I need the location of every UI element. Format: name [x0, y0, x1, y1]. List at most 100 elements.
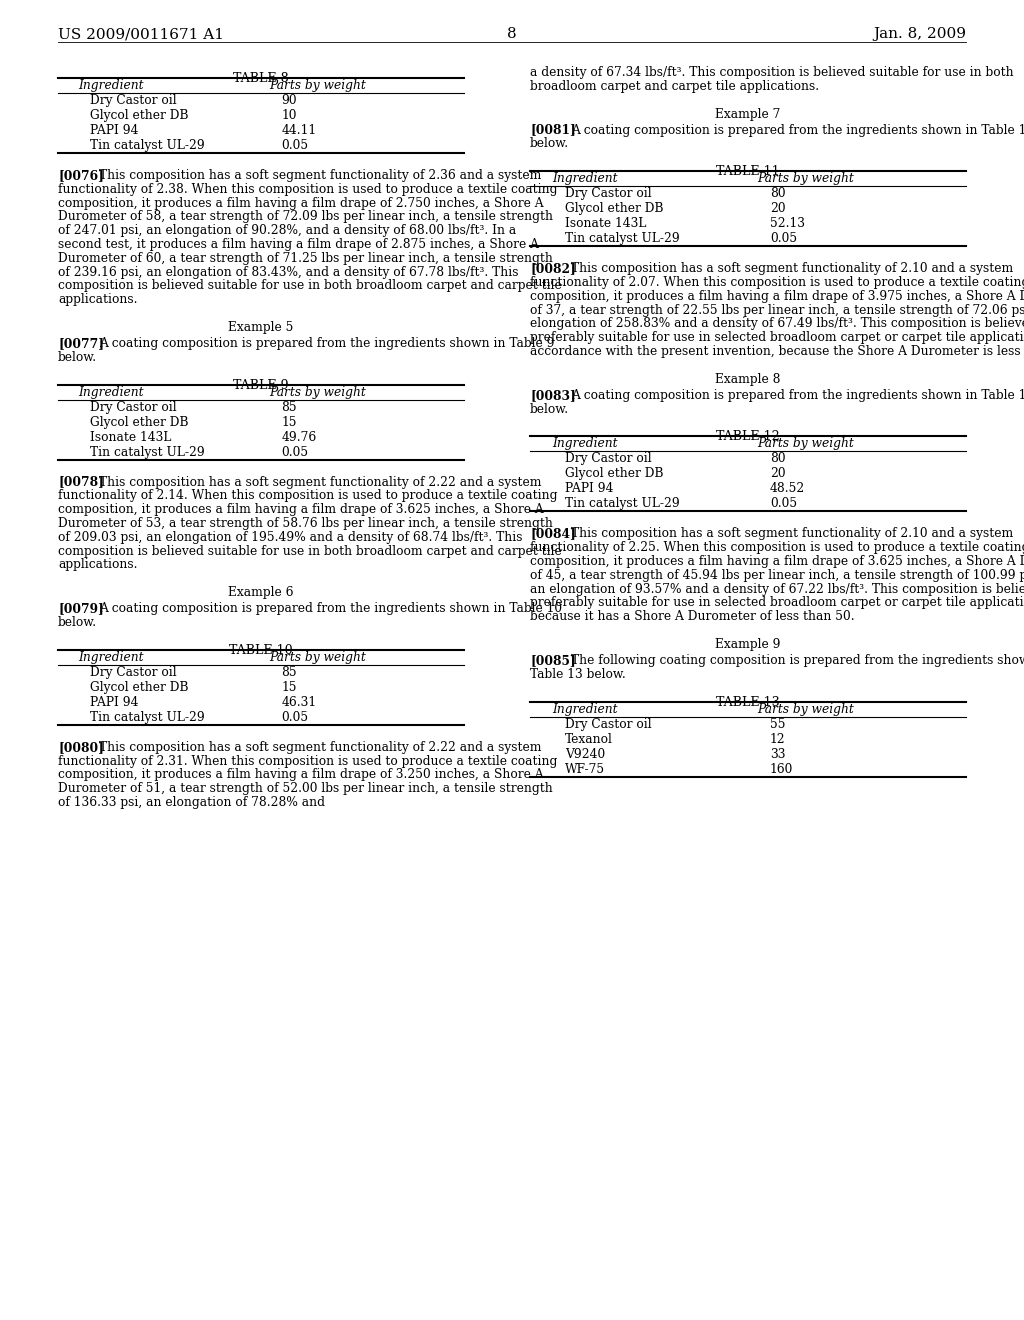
Text: Ingredient: Ingredient [78, 651, 143, 664]
Text: Isonate 143L: Isonate 143L [90, 430, 172, 444]
Text: Glycol ether DB: Glycol ether DB [565, 467, 664, 480]
Text: 48.52: 48.52 [770, 482, 805, 495]
Text: This composition has a soft segment functionality of 2.22 and a system: This composition has a soft segment func… [99, 741, 542, 754]
Text: 0.05: 0.05 [282, 446, 308, 458]
Text: below.: below. [58, 351, 97, 364]
Text: A coating composition is prepared from the ingredients shown in Table 11: A coating composition is prepared from t… [571, 124, 1024, 136]
Text: composition is believed suitable for use in both broadloom carpet and carpet til: composition is believed suitable for use… [58, 280, 562, 293]
Text: applications.: applications. [58, 293, 137, 306]
Text: 20: 20 [770, 467, 785, 480]
Text: of 45, a tear strength of 45.94 lbs per linear inch, a tensile strength of 100.9: of 45, a tear strength of 45.94 lbs per … [530, 569, 1024, 582]
Text: [0084]: [0084] [530, 528, 575, 540]
Text: functionality of 2.07. When this composition is used to produce a textile coatin: functionality of 2.07. When this composi… [530, 276, 1024, 289]
Text: Tin catalyst UL-29: Tin catalyst UL-29 [565, 232, 680, 246]
Text: A coating composition is prepared from the ingredients shown in Table 9: A coating composition is prepared from t… [99, 337, 555, 350]
Text: [0077]: [0077] [58, 337, 104, 350]
Text: 12: 12 [770, 733, 785, 746]
Text: Durometer of 51, a tear strength of 52.00 lbs per linear inch, a tensile strengt: Durometer of 51, a tear strength of 52.0… [58, 783, 553, 795]
Text: Table 13 below.: Table 13 below. [530, 668, 626, 681]
Text: composition, it produces a film having a film drape of 3.625 inches, a Shore A D: composition, it produces a film having a… [530, 554, 1024, 568]
Text: PAPI 94: PAPI 94 [90, 696, 139, 709]
Text: below.: below. [58, 616, 97, 630]
Text: Dry Castor oil: Dry Castor oil [565, 453, 651, 466]
Text: Example 9: Example 9 [715, 638, 780, 651]
Text: Glycol ether DB: Glycol ether DB [90, 681, 189, 694]
Text: TABLE 8: TABLE 8 [233, 73, 289, 84]
Text: Dry Castor oil: Dry Castor oil [565, 718, 651, 730]
Text: This composition has a soft segment functionality of 2.10 and a system: This composition has a soft segment func… [571, 528, 1014, 540]
Text: Example 8: Example 8 [715, 372, 780, 385]
Text: 33: 33 [770, 747, 785, 760]
Text: Dry Castor oil: Dry Castor oil [90, 665, 177, 678]
Text: Tin catalyst UL-29: Tin catalyst UL-29 [90, 710, 205, 723]
Text: 44.11: 44.11 [282, 124, 316, 137]
Text: Ingredient: Ingredient [78, 385, 143, 399]
Text: Tin catalyst UL-29: Tin catalyst UL-29 [90, 446, 205, 458]
Text: Dry Castor oil: Dry Castor oil [90, 94, 177, 107]
Text: below.: below. [530, 403, 569, 416]
Text: below.: below. [530, 137, 569, 150]
Text: Ingredient: Ingredient [552, 172, 617, 185]
Text: preferably suitable for use in selected broadloom carpet or carpet tile applicat: preferably suitable for use in selected … [530, 597, 1024, 610]
Text: 0.05: 0.05 [770, 232, 797, 246]
Text: This composition has a soft segment functionality of 2.10 and a system: This composition has a soft segment func… [571, 263, 1014, 275]
Text: 0.05: 0.05 [282, 710, 308, 723]
Text: Tin catalyst UL-29: Tin catalyst UL-29 [90, 139, 205, 152]
Text: Isonate 143L: Isonate 143L [565, 218, 646, 230]
Text: 15: 15 [282, 416, 297, 429]
Text: 8: 8 [507, 26, 517, 41]
Text: 52.13: 52.13 [770, 218, 805, 230]
Text: This composition has a soft segment functionality of 2.36 and a system: This composition has a soft segment func… [99, 169, 542, 182]
Text: [0078]: [0078] [58, 475, 103, 488]
Text: Parts by weight: Parts by weight [757, 437, 853, 450]
Text: Parts by weight: Parts by weight [269, 385, 366, 399]
Text: 0.05: 0.05 [282, 139, 308, 152]
Text: Glycol ether DB: Glycol ether DB [565, 202, 664, 215]
Text: 0.05: 0.05 [770, 498, 797, 511]
Text: Glycol ether DB: Glycol ether DB [90, 110, 189, 121]
Text: 20: 20 [770, 202, 785, 215]
Text: Ingredient: Ingredient [552, 437, 617, 450]
Text: 49.76: 49.76 [282, 430, 316, 444]
Text: 80: 80 [770, 187, 785, 201]
Text: 46.31: 46.31 [282, 696, 316, 709]
Text: Durometer of 60, a tear strength of 71.25 lbs per linear inch, a tensile strengt: Durometer of 60, a tear strength of 71.2… [58, 252, 553, 265]
Text: composition, it produces a film having a film drape of 3.625 inches, a Shore A: composition, it produces a film having a… [58, 503, 544, 516]
Text: an elongation of 93.57% and a density of 67.22 lbs/ft³. This composition is beli: an elongation of 93.57% and a density of… [530, 582, 1024, 595]
Text: Ingredient: Ingredient [552, 702, 617, 715]
Text: 85: 85 [282, 400, 297, 413]
Text: composition, it produces a film having a film drape of 3.250 inches, a Shore A: composition, it produces a film having a… [58, 768, 544, 781]
Text: [0076]: [0076] [58, 169, 103, 182]
Text: Durometer of 58, a tear strength of 72.09 lbs per linear inch, a tensile strengt: Durometer of 58, a tear strength of 72.0… [58, 210, 553, 223]
Text: [0080]: [0080] [58, 741, 103, 754]
Text: a density of 67.34 lbs/ft³. This composition is believed suitable for use in bot: a density of 67.34 lbs/ft³. This composi… [530, 66, 1014, 79]
Text: The following coating composition is prepared from the ingredients shown in: The following coating composition is pre… [571, 653, 1024, 667]
Text: Durometer of 53, a tear strength of 58.76 lbs per linear inch, a tensile strengt: Durometer of 53, a tear strength of 58.7… [58, 517, 553, 531]
Text: TABLE 9: TABLE 9 [233, 379, 289, 392]
Text: functionality of 2.31. When this composition is used to produce a textile coatin: functionality of 2.31. When this composi… [58, 755, 557, 768]
Text: of 136.33 psi, an elongation of 78.28% and: of 136.33 psi, an elongation of 78.28% a… [58, 796, 325, 809]
Text: composition, it produces a film having a film drape of 2.750 inches, a Shore A: composition, it produces a film having a… [58, 197, 544, 210]
Text: [0083]: [0083] [530, 389, 575, 401]
Text: Parts by weight: Parts by weight [269, 651, 366, 664]
Text: PAPI 94: PAPI 94 [565, 482, 613, 495]
Text: TABLE 10: TABLE 10 [229, 644, 293, 657]
Text: 85: 85 [282, 665, 297, 678]
Text: Parts by weight: Parts by weight [757, 702, 853, 715]
Text: [0082]: [0082] [530, 263, 575, 275]
Text: Glycol ether DB: Glycol ether DB [90, 416, 189, 429]
Text: accordance with the present invention, because the Shore A Durometer is less tha: accordance with the present invention, b… [530, 345, 1024, 358]
Text: of 209.03 psi, an elongation of 195.49% and a density of 68.74 lbs/ft³. This: of 209.03 psi, an elongation of 195.49% … [58, 531, 522, 544]
Text: Example 6: Example 6 [228, 586, 294, 599]
Text: 10: 10 [282, 110, 297, 121]
Text: US 2009/0011671 A1: US 2009/0011671 A1 [58, 26, 224, 41]
Text: 15: 15 [282, 681, 297, 694]
Text: composition is believed suitable for use in both broadloom carpet and carpet til: composition is believed suitable for use… [58, 545, 562, 557]
Text: second test, it produces a film having a film drape of 2.875 inches, a Shore A: second test, it produces a film having a… [58, 238, 539, 251]
Text: Parts by weight: Parts by weight [269, 79, 366, 92]
Text: 90: 90 [282, 94, 297, 107]
Text: This composition has a soft segment functionality of 2.22 and a system: This composition has a soft segment func… [99, 475, 542, 488]
Text: TABLE 12: TABLE 12 [716, 430, 780, 444]
Text: PAPI 94: PAPI 94 [90, 124, 139, 137]
Text: 160: 160 [770, 763, 794, 776]
